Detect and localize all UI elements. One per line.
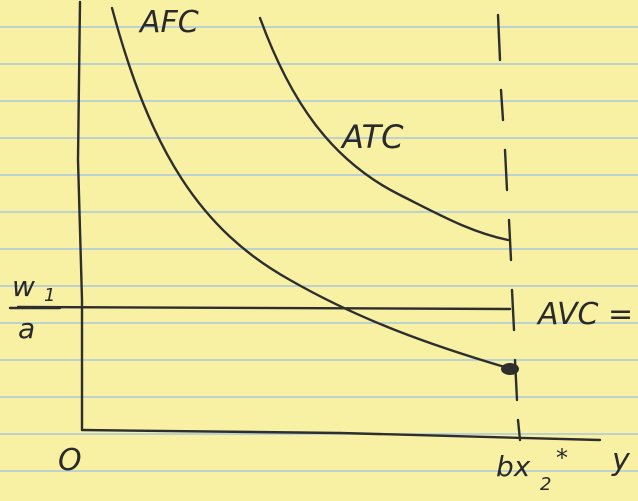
wage-subscript: 1: [44, 285, 55, 306]
x-axis-label: y: [611, 443, 631, 478]
diagram: AFC ATC AVC = w 1 a O bx 2 * y: [0, 0, 638, 501]
page: {"labels": {"afc": "AFC", "atc": "ATC", …: [0, 0, 638, 501]
avc-line: [18, 307, 510, 309]
avc-label: AVC =: [536, 297, 633, 332]
capacity-superscript: *: [556, 444, 568, 472]
capacity-dashed-line: [498, 15, 520, 440]
paper-rules: [0, 27, 638, 471]
wage-numerator: w: [12, 270, 35, 303]
x-axis: [82, 430, 600, 440]
capacity-label: bx: [496, 450, 531, 483]
capacity-point: [501, 363, 519, 375]
atc-label: ATC: [340, 118, 404, 156]
afc-curve: [112, 8, 508, 368]
afc-label: AFC: [138, 5, 199, 40]
origin-label: O: [58, 443, 82, 478]
capacity-subscript: 2: [540, 474, 551, 495]
wage-denominator: a: [18, 312, 35, 345]
y-axis: [78, 2, 82, 430]
